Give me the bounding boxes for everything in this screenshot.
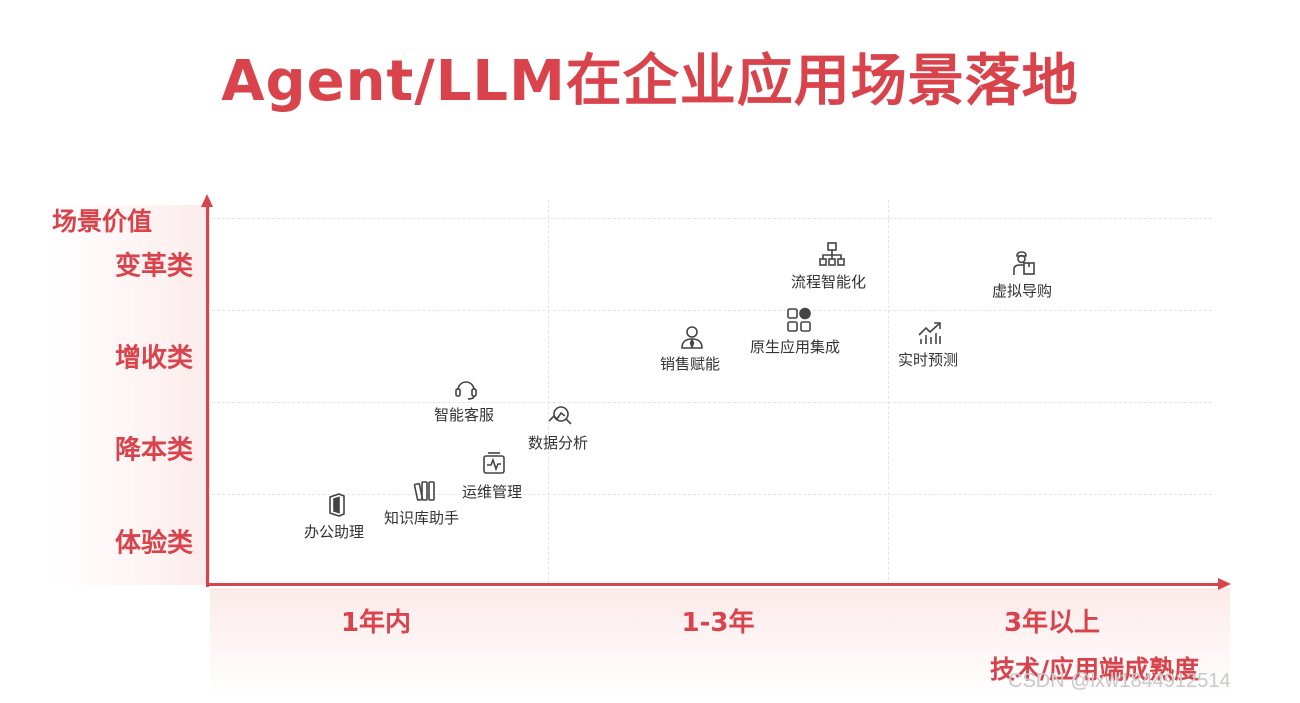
grid-line [212, 402, 1212, 403]
x-axis-arrow [1218, 578, 1231, 590]
office-icon [329, 493, 345, 517]
item-label: 运维管理 [462, 483, 523, 501]
flowchart-icon [819, 242, 845, 266]
watermark: CSDN @lxw1844912514 [1008, 670, 1231, 692]
item-label: 办公助理 [304, 523, 365, 541]
trend-chart-icon [918, 322, 941, 344]
item-label: 智能客服 [434, 406, 495, 424]
grid-line [212, 218, 1212, 219]
headset-icon [455, 381, 477, 400]
x-axis-line [206, 583, 1220, 586]
grid-line [548, 200, 549, 585]
item-label: 原生应用集成 [750, 338, 841, 356]
x-label-over-3-years: 3年以上 [1003, 608, 1101, 638]
y-axis-title: 场景价值 [52, 207, 153, 236]
y-label-revenue-growth: 增收类 [114, 343, 193, 374]
item-label: 流程智能化 [791, 273, 867, 291]
y-label-transformation: 变革类 [114, 251, 193, 282]
item-label: 实时预测 [898, 351, 959, 369]
grid-line [212, 310, 1212, 311]
item-label: 知识库助手 [384, 509, 460, 527]
x-axis-band [210, 588, 1230, 700]
books-icon [413, 481, 435, 501]
person-tie-icon [681, 326, 703, 350]
x-axis-title: 技术/应用端成熟度 [990, 655, 1200, 684]
x-label-within-1-year: 1年内 [340, 608, 412, 638]
y-axis-arrow [201, 194, 213, 207]
grid-line [212, 494, 1212, 495]
item-label: 销售赋能 [660, 355, 721, 373]
monitor-pulse-icon [483, 452, 505, 474]
grid-line [888, 200, 889, 585]
page-title: Agent/LLM在企业应用场景落地 [221, 49, 1079, 114]
x-label-1-3-years: 1-3年 [681, 608, 755, 638]
y-axis-line [206, 205, 209, 587]
y-label-experience: 体验类 [114, 528, 193, 559]
chart-search-icon [548, 406, 572, 425]
y-axis-band [50, 205, 210, 585]
y-label-cost-reduction: 降本类 [114, 435, 193, 466]
item-label: 虚拟导购 [992, 282, 1053, 300]
app-grid-icon [787, 307, 811, 332]
item-label: 数据分析 [528, 434, 589, 452]
shopping-assistant-icon [1013, 251, 1035, 275]
